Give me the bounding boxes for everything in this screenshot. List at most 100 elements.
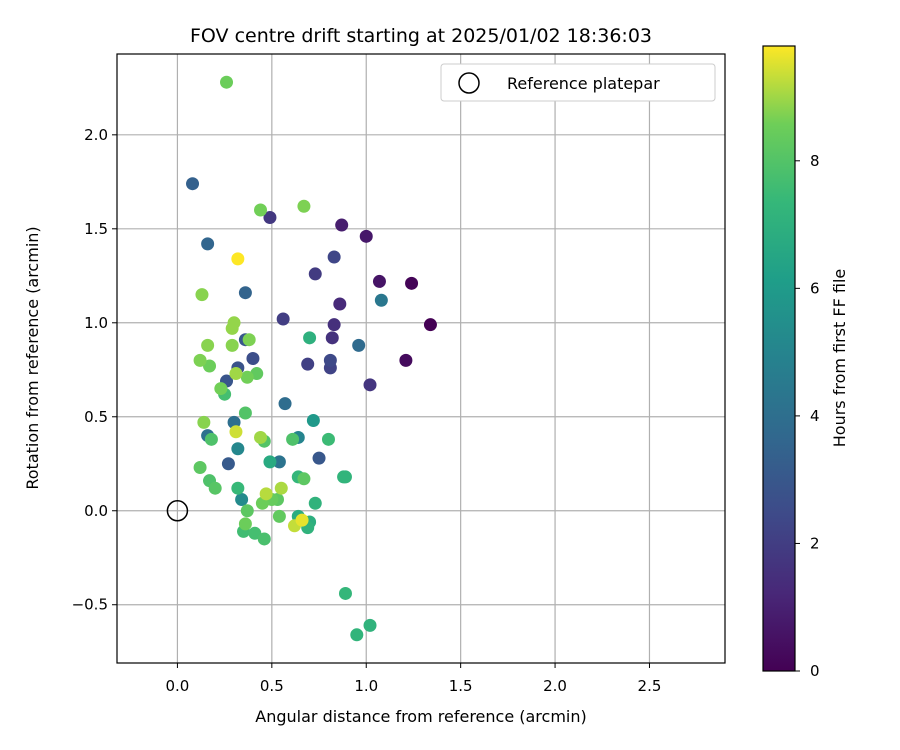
data-point — [238, 406, 252, 420]
colorbar: 0 2 4 6 8 Hours from first FF file — [762, 45, 849, 680]
data-point — [235, 492, 249, 506]
data-point — [286, 432, 300, 446]
data-point — [225, 338, 239, 352]
data-point — [350, 628, 364, 642]
data-point — [227, 316, 241, 330]
data-point — [297, 472, 311, 486]
data-point — [229, 425, 243, 439]
data-point — [263, 211, 277, 225]
data-point — [193, 461, 207, 475]
data-point — [306, 414, 320, 428]
data-point — [193, 353, 207, 367]
data-points — [186, 75, 437, 642]
legend: Reference platepar — [440, 63, 716, 102]
data-point — [335, 218, 349, 232]
y-axis-ticks: −0.5 0.0 0.5 1.0 1.5 2.0 — [72, 126, 117, 614]
data-point — [220, 75, 234, 89]
data-point — [257, 532, 271, 546]
legend-entry-reference-platepar: Reference platepar — [507, 74, 660, 93]
y-tick-label: 1.5 — [84, 220, 108, 238]
data-point — [423, 318, 437, 332]
data-point — [254, 203, 268, 217]
colorbar-tick-label: 4 — [810, 407, 820, 425]
legend-box — [440, 63, 716, 102]
colorbar-ticks: 0 2 4 6 8 — [795, 152, 820, 680]
colorbar-tick-label: 0 — [810, 662, 820, 680]
data-point — [405, 276, 419, 290]
data-point — [204, 432, 218, 446]
x-tick-label: 0.5 — [260, 677, 284, 695]
data-point — [231, 252, 245, 266]
data-point — [372, 274, 386, 288]
data-point — [197, 415, 211, 429]
data-point — [259, 487, 273, 501]
data-point — [352, 338, 366, 352]
data-point — [333, 297, 347, 311]
y-tick-label: 1.0 — [84, 314, 108, 332]
data-point — [208, 481, 222, 495]
data-point — [272, 509, 286, 523]
data-point — [242, 333, 256, 347]
x-tick-label: 0.0 — [165, 677, 189, 695]
data-point — [297, 199, 311, 213]
y-tick-label: 0.5 — [84, 408, 108, 426]
data-point — [308, 496, 322, 510]
data-point — [248, 526, 262, 540]
data-point — [325, 331, 339, 345]
data-point — [263, 455, 277, 469]
colorbar-tick-label: 6 — [810, 279, 820, 297]
y-tick-label: −0.5 — [72, 596, 108, 614]
data-point — [201, 338, 215, 352]
x-tick-label: 1.0 — [354, 677, 378, 695]
data-point — [214, 382, 228, 396]
data-point — [238, 517, 252, 531]
colorbar-tick-label: 2 — [810, 534, 820, 552]
data-point — [327, 250, 341, 264]
data-point — [312, 451, 326, 465]
data-point — [295, 513, 309, 527]
grid-lines — [117, 54, 725, 663]
chart-title: FOV centre drift starting at 2025/01/02 … — [190, 25, 652, 47]
data-point — [278, 397, 292, 411]
x-tick-label: 1.5 — [449, 677, 473, 695]
x-tick-label: 2.5 — [638, 677, 662, 695]
data-point — [221, 457, 235, 471]
data-point — [323, 353, 337, 367]
y-tick-label: 2.0 — [84, 126, 108, 144]
legend-marker-icon — [458, 72, 480, 94]
data-point — [240, 504, 254, 518]
data-point — [201, 237, 215, 251]
data-point — [231, 442, 245, 456]
data-point — [359, 229, 373, 243]
data-point — [203, 359, 217, 373]
colorbar-gradient — [762, 45, 796, 672]
data-point — [240, 370, 254, 384]
data-point — [399, 353, 413, 367]
x-tick-label: 2.0 — [543, 677, 567, 695]
data-point — [321, 432, 335, 446]
data-point — [308, 267, 322, 281]
colorbar-tick-label: 8 — [810, 152, 820, 170]
colorbar-label: Hours from first FF file — [830, 269, 849, 448]
data-point — [338, 586, 352, 600]
data-point — [276, 312, 290, 326]
data-point — [272, 455, 286, 469]
data-point — [363, 618, 377, 632]
data-point — [274, 481, 288, 495]
data-point — [303, 331, 317, 345]
plot-frame — [116, 53, 726, 664]
data-point — [374, 293, 388, 307]
x-axis-label: Angular distance from reference (arcmin) — [255, 707, 586, 726]
data-point — [338, 470, 352, 484]
data-point — [195, 288, 209, 302]
x-axis-ticks: 0.0 0.5 1.0 1.5 2.0 2.5 — [165, 663, 661, 695]
data-point — [229, 367, 243, 381]
data-point — [231, 481, 245, 495]
data-point — [327, 318, 341, 332]
data-point — [246, 352, 260, 365]
data-point — [186, 177, 200, 191]
data-point — [301, 357, 315, 371]
reference-platepar-marker — [166, 500, 189, 522]
y-tick-label: 0.0 — [84, 502, 108, 520]
